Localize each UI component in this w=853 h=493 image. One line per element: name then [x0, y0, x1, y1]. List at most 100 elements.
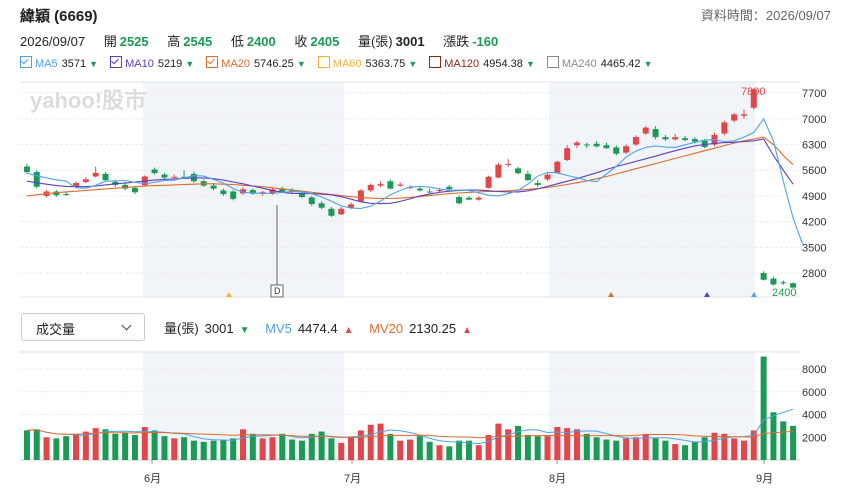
ma-toggle-ma240[interactable]: MA240 4465.42 ▼: [546, 56, 653, 70]
volume-tick-label: 4000: [802, 410, 826, 422]
candle: [416, 188, 423, 191]
volume-bar: [82, 431, 89, 460]
volume-bar: [672, 444, 679, 460]
candle: [554, 161, 561, 173]
volume-bar: [161, 436, 168, 460]
month-band: [549, 352, 755, 460]
indicator-select[interactable]: 成交量: [21, 313, 145, 341]
volume-bar: [711, 432, 718, 460]
candle: [348, 204, 355, 208]
open-value: 2525: [119, 34, 149, 49]
candle: [298, 192, 305, 198]
candle: [53, 191, 60, 196]
candle: [505, 163, 512, 165]
candle: [328, 208, 335, 216]
volume-bar: [338, 442, 345, 460]
volume-bar: [141, 427, 148, 460]
price-tick-label: 4900: [802, 191, 826, 203]
candle: [367, 184, 374, 191]
ma-name: MA20: [221, 58, 251, 70]
volume-bar: [760, 356, 767, 460]
candle: [210, 185, 217, 189]
volume-info: 量(張) 3001 ▼ MV5 4474.4 ▲ MV20 2130.25 ▲: [164, 318, 478, 337]
volume-bar: [780, 421, 787, 460]
min-price-label: 2400: [772, 287, 796, 299]
ma-name: MA10: [125, 58, 154, 70]
change-value: -160: [472, 34, 499, 49]
arrow-down-icon: ▼: [89, 59, 99, 69]
volume-bar: [750, 430, 757, 460]
volume-bar: [348, 437, 355, 460]
open-label: 開: [103, 34, 117, 49]
volume-bar: [171, 438, 178, 460]
ma-toggle-ma5[interactable]: MA5 3571 ▼: [20, 56, 98, 70]
volume-bar: [456, 440, 463, 460]
ma-value: 5363.75: [365, 58, 409, 70]
volume-bar: [63, 436, 70, 460]
volume-bar: [190, 440, 197, 460]
arrow-down-icon: ▼: [185, 59, 195, 69]
volume-bar: [446, 446, 453, 460]
event-marker-icon: [751, 292, 757, 297]
candle: [682, 138, 689, 141]
volume-bar: [289, 439, 296, 460]
volume-tick-label: 8000: [802, 364, 826, 376]
volume-bar: [495, 423, 502, 460]
candle: [122, 184, 129, 189]
volume-bar: [367, 424, 374, 460]
arrow-down-icon: ▼: [408, 59, 418, 69]
high-value: 2545: [183, 34, 213, 49]
candle: [534, 183, 541, 185]
volume-bar: [298, 440, 305, 460]
ma-value: 5746.25: [254, 58, 297, 70]
volume-bar: [554, 427, 561, 460]
arrow-up-icon: ▲: [343, 325, 354, 336]
candle: [269, 189, 276, 194]
volume-label: 量(張): [357, 34, 393, 49]
candle: [583, 144, 590, 146]
volume-bar: [436, 445, 443, 460]
volume-bar: [377, 423, 384, 460]
mv20-value: 2130.25: [409, 321, 457, 336]
checkbox-icon: [206, 56, 219, 68]
data-time: 資料時間：2026/09/07: [701, 5, 831, 24]
mv5-value: 4474.4: [297, 321, 338, 336]
candle: [308, 197, 315, 205]
volume-bar: [387, 433, 394, 460]
candle: [613, 147, 620, 154]
ma10-line: [26, 138, 794, 205]
candle: [456, 197, 463, 204]
volume-bar: [122, 432, 129, 460]
candle: [387, 181, 394, 189]
candle: [73, 183, 80, 187]
data-time-value: 2026/09/07: [765, 8, 831, 23]
ma-value: 4954.38: [483, 58, 526, 70]
low-label: 低: [230, 34, 244, 49]
candle: [131, 187, 138, 193]
ma-value: 5219: [157, 58, 186, 70]
mv20-label: MV20: [369, 321, 404, 336]
ma-value: 3571: [61, 58, 90, 70]
candle: [397, 184, 404, 186]
candle: [495, 164, 502, 178]
volume-bar: [249, 433, 256, 460]
volume-bar: [465, 440, 472, 460]
month-label: 7月: [344, 473, 361, 485]
ma-toggle-ma120[interactable]: MA120 4954.38 ▼: [429, 56, 535, 70]
mv5-line: [26, 408, 794, 445]
month-band: [549, 82, 755, 297]
volume-bar: [112, 433, 119, 460]
candle: [249, 190, 256, 194]
arrow-down-icon: ▼: [296, 59, 306, 69]
ma-toggle-ma60[interactable]: MA60 5363.75 ▼: [317, 56, 418, 70]
volume-bar: [210, 440, 217, 460]
candle: [770, 278, 777, 285]
candle: [603, 145, 610, 149]
candle: [623, 146, 630, 153]
change-label: 漲跌: [443, 34, 470, 49]
arrow-up-icon: ▲: [462, 325, 473, 336]
ma-toggle-ma20[interactable]: MA20 5746.25 ▼: [206, 56, 306, 70]
ma-toggle-ma10[interactable]: MA10 5219 ▼: [110, 56, 194, 70]
candle: [92, 172, 99, 177]
